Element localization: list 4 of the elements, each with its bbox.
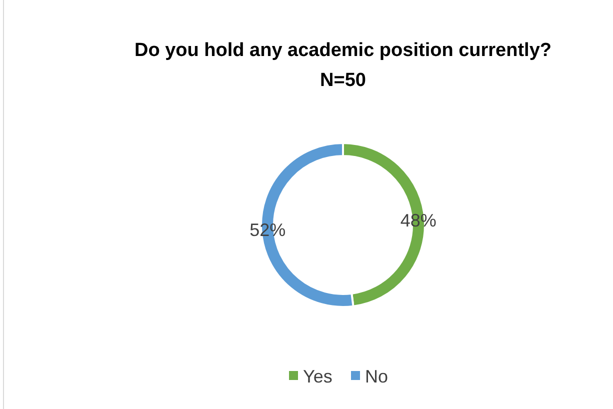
legend-label: Yes — [303, 366, 332, 386]
legend-label: No — [365, 366, 388, 386]
chart-title: Do you hold any academic position currently? — [134, 40, 552, 61]
chart-subtitle: N=50 — [320, 70, 366, 91]
